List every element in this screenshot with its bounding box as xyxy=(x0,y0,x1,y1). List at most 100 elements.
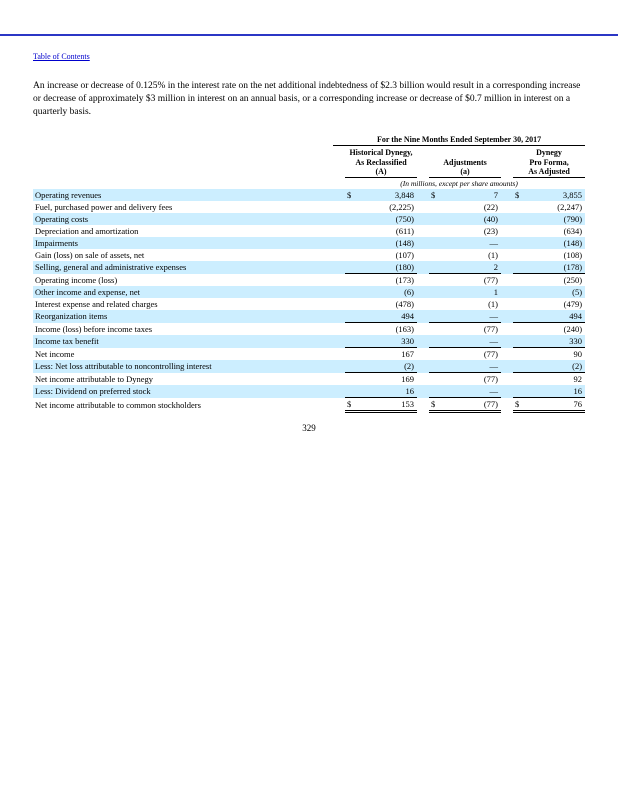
cell-gap xyxy=(417,213,429,225)
cell-value: (107) xyxy=(345,249,417,261)
cell-number: (77) xyxy=(483,349,498,359)
cell-number: 7 xyxy=(493,190,498,200)
cell-gap xyxy=(417,249,429,261)
row-label: Less: Dividend on preferred stock xyxy=(35,386,151,397)
table-row: Operating revenues $3,848 $7 $3,855 xyxy=(33,189,586,201)
cell-number: 90 xyxy=(573,349,583,359)
row-label: Net income attributable to common stockh… xyxy=(35,399,201,410)
row-label: Interest expense and related charges xyxy=(35,299,158,309)
cell-number: (750) xyxy=(395,214,414,224)
cell-value: (478) xyxy=(345,298,417,310)
cell-gap xyxy=(333,298,345,310)
cell-number: 494 xyxy=(569,311,583,321)
cell-number: — xyxy=(489,386,499,396)
cell-gap xyxy=(417,286,429,298)
cell-gap xyxy=(501,385,513,398)
row-label: Less: Net loss attributable to noncontro… xyxy=(35,361,212,372)
table-row: Selling, general and administrative expe… xyxy=(33,261,586,274)
cell-value: (178) xyxy=(513,261,586,274)
cell-gap xyxy=(501,298,513,310)
cell-gap xyxy=(417,298,429,310)
cell-number: (22) xyxy=(483,202,498,212)
table-row: Net income attributable to Dynegy 169 (77)… xyxy=(33,373,585,386)
cell-value: (611) xyxy=(345,225,417,237)
cell-number: (2,225) xyxy=(389,202,414,212)
cell-value: (2) xyxy=(345,360,417,373)
cell-value: (173) xyxy=(345,274,417,287)
cell-value: $ (77) xyxy=(429,397,501,413)
row-label: Fuel, purchased power and delivery fees xyxy=(35,202,173,212)
table-row: Depreciation and amortization (611) (23) (6… xyxy=(33,225,585,237)
cell-gap xyxy=(333,310,345,323)
header-spacer xyxy=(33,178,333,190)
cell-number: (634) xyxy=(563,226,583,236)
cell-number: 330 xyxy=(401,336,414,346)
cell-gap xyxy=(501,249,513,261)
currency-symbol: $ xyxy=(347,190,352,200)
cell-number: — xyxy=(489,311,499,321)
table-row: Gain (loss) on sale of assets, net (107) (… xyxy=(33,249,585,261)
financial-table: For the Nine Months Ended September 30, … xyxy=(33,134,586,413)
cell-gap xyxy=(501,335,513,348)
units-note-row: (In millions, except per share amounts) xyxy=(33,178,585,190)
table-of-contents-link[interactable]: Table of Contents xyxy=(33,52,90,61)
cell-value: — xyxy=(429,310,501,323)
row-label: Operating income (loss) xyxy=(35,274,118,285)
cell-gap xyxy=(333,323,345,336)
row-label: Income (loss) before income taxes xyxy=(35,323,153,334)
cell-number: (77) xyxy=(483,275,498,285)
cell-number: (23) xyxy=(483,226,498,236)
units-note: (In millions, except per share amounts) xyxy=(400,179,518,188)
cell-number: (6) xyxy=(404,287,414,297)
cell-gap xyxy=(501,373,513,386)
cell-number: (2) xyxy=(404,361,414,371)
cell-value: (77) xyxy=(429,274,501,287)
cell-number: (40) xyxy=(483,214,498,224)
cell-value: — xyxy=(429,237,501,249)
cell-gap xyxy=(333,225,345,237)
row-label: Depreciation and amortization xyxy=(35,226,139,236)
cell-gap xyxy=(333,201,345,213)
table-header: For the Nine Months Ended September 30, … xyxy=(33,134,586,190)
cell-value: (22) xyxy=(429,201,501,213)
cell-gap xyxy=(333,398,345,412)
cell-value: 16 xyxy=(345,385,417,398)
cell-gap xyxy=(501,225,513,237)
cell-value: (77) xyxy=(429,323,501,336)
cell-gap xyxy=(417,360,429,373)
cell-value: 330 xyxy=(513,335,586,348)
cell-number: 167 xyxy=(401,349,414,359)
cell-gap xyxy=(333,261,345,274)
cell-gap xyxy=(333,385,345,398)
table-row: Fuel, purchased power and delivery fees (… xyxy=(33,201,585,213)
cell-value: $153 xyxy=(345,397,417,413)
header-gap xyxy=(501,146,513,178)
cell-gap xyxy=(501,398,513,412)
cell-number: — xyxy=(489,336,499,346)
cell-gap xyxy=(501,348,513,361)
cell-number: (1) xyxy=(488,299,498,309)
cell-value: (250) xyxy=(513,274,585,287)
period-header: For the Nine Months Ended September 30, … xyxy=(333,134,586,147)
cell-number: (478) xyxy=(395,299,414,309)
cell-value: (479) xyxy=(513,298,585,310)
period-header-row: For the Nine Months Ended September 30, … xyxy=(33,134,586,147)
cell-value: (163) xyxy=(345,323,417,336)
cell-gap xyxy=(333,189,345,201)
table-body: Operating revenues $3,848 $7 $3,855 Fuel, pu… xyxy=(33,189,586,413)
cell-number: (77) xyxy=(483,399,498,409)
cell-gap xyxy=(417,189,429,201)
row-label: Net income xyxy=(35,348,75,359)
row-label: Other income and expense, net xyxy=(35,287,141,297)
cell-value: (1) xyxy=(429,298,501,310)
header-gap xyxy=(417,146,429,178)
cell-value: (77) xyxy=(429,348,501,361)
cell-number: (250) xyxy=(563,275,583,285)
cell-gap xyxy=(333,348,345,361)
cell-number: (107) xyxy=(395,250,414,260)
cell-gap xyxy=(501,261,513,274)
cell-value: $3,848 xyxy=(345,189,417,201)
cell-gap xyxy=(417,261,429,274)
table-row: Net income 167 (77) 90 xyxy=(33,348,585,361)
row-label: Operating costs xyxy=(35,214,89,224)
